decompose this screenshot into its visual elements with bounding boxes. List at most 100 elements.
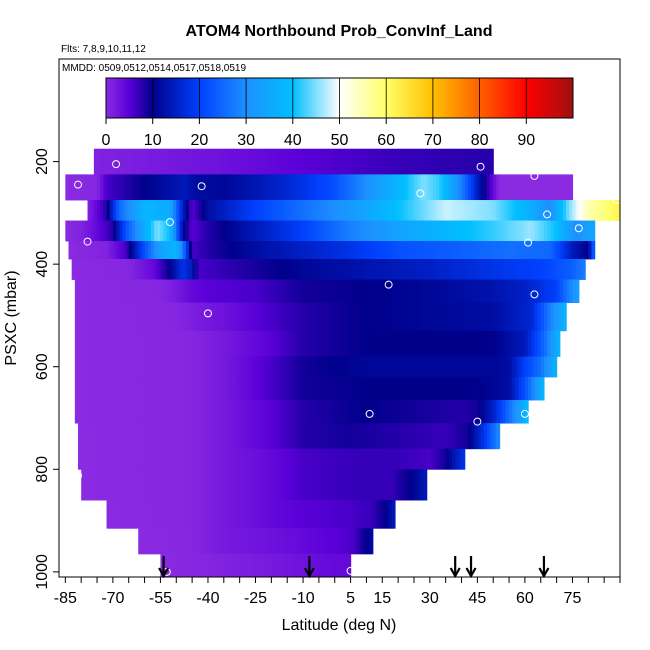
heatmap-cell <box>163 220 168 242</box>
heatmap-cell <box>540 356 545 378</box>
heatmap-cell <box>423 376 428 401</box>
heatmap-cell <box>312 241 317 260</box>
heatmap-cell <box>379 302 383 332</box>
heatmap-cell <box>398 259 402 280</box>
heatmap-cell <box>217 500 222 529</box>
heatmap-cell <box>559 220 564 242</box>
heatmap-cell <box>287 500 291 529</box>
heatmap-cell <box>182 356 187 378</box>
heatmap-cell <box>509 174 513 201</box>
heatmap-cell <box>109 259 114 280</box>
heatmap-cell <box>452 279 456 304</box>
heatmap-cell <box>214 528 219 555</box>
heatmap-cell <box>144 500 149 529</box>
heatmap-cell <box>385 469 390 501</box>
heatmap-cell <box>185 500 190 529</box>
heatmap-cell <box>394 259 399 280</box>
heatmap-cell <box>521 241 526 260</box>
heatmap-cell <box>261 448 266 470</box>
heatmap-cell <box>306 302 310 332</box>
heatmap-cell <box>322 174 326 201</box>
heatmap-cell <box>280 448 285 470</box>
heatmap-cell <box>366 302 371 332</box>
heatmap-cell <box>166 302 171 332</box>
heatmap-cell <box>467 302 472 332</box>
heatmap-cell <box>382 279 387 304</box>
chart-title: ATOM4 Northbound Prob_ConvInf_Land <box>186 23 493 40</box>
heatmap-cell <box>188 469 193 501</box>
heatmap-cell <box>84 302 89 332</box>
heatmap-cell <box>220 220 225 242</box>
heatmap-cell <box>131 400 136 424</box>
heatmap-cell <box>125 376 130 401</box>
heatmap-cell <box>394 423 399 450</box>
heatmap-cell <box>223 500 228 529</box>
heatmap-cell <box>518 356 523 378</box>
heatmap-cell <box>176 528 181 555</box>
heatmap-cell <box>350 279 355 304</box>
heatmap-cell <box>290 200 295 221</box>
heatmap-cell <box>252 500 257 529</box>
heatmap-cell <box>315 400 320 424</box>
heatmap-cell <box>353 259 358 280</box>
heatmap-cell <box>258 448 263 470</box>
heatmap-cell <box>144 148 149 175</box>
heatmap-cell <box>169 241 174 260</box>
heatmap-cell <box>328 220 333 242</box>
heatmap-cell <box>293 356 298 378</box>
heatmap-cell <box>128 220 133 242</box>
heatmap-cell <box>550 220 555 242</box>
heatmap-cell <box>290 174 295 201</box>
heatmap-cell <box>233 448 238 470</box>
heatmap-cell <box>166 330 171 357</box>
heatmap-cell <box>344 200 349 221</box>
heatmap-cell <box>74 220 79 242</box>
heatmap-cell <box>277 259 282 280</box>
heatmap-cell <box>375 330 380 357</box>
heatmap-cell <box>261 400 266 424</box>
heatmap-cell <box>125 279 130 304</box>
heatmap-cell <box>562 241 567 260</box>
heatmap-cell <box>144 200 149 221</box>
heatmap-cell <box>442 241 447 260</box>
heatmap-cell <box>404 174 409 201</box>
heatmap-cell <box>122 423 127 450</box>
heatmap-cell <box>100 448 104 470</box>
heatmap-cell <box>360 174 364 201</box>
heatmap-cell <box>413 259 418 280</box>
heatmap-cell <box>97 174 101 201</box>
heatmap-cell <box>226 400 231 424</box>
heatmap-cell <box>211 200 215 221</box>
heatmap-cell <box>518 302 523 332</box>
heatmap-cell <box>192 356 196 378</box>
heatmap-cell <box>233 200 238 221</box>
heatmap-cell <box>293 400 298 424</box>
heatmap-cell <box>173 469 177 501</box>
heatmap-cell <box>528 279 532 304</box>
heatmap-cell <box>284 220 288 242</box>
heatmap-cell <box>90 200 95 221</box>
heatmap-cell <box>214 500 219 529</box>
heatmap-cell <box>185 448 190 470</box>
heatmap-cell <box>223 302 228 332</box>
heatmap-cell <box>81 302 85 332</box>
heatmap-cell <box>452 356 456 378</box>
heatmap-cell <box>236 356 241 378</box>
heatmap-cell <box>138 330 143 357</box>
heatmap-cell <box>239 241 244 260</box>
heatmap-cell <box>325 302 330 332</box>
heatmap-cell <box>436 174 440 201</box>
y-tick-label: 600 <box>34 353 51 380</box>
heatmap-cell <box>93 423 98 450</box>
heatmap-cell <box>195 174 200 201</box>
heatmap-cell <box>179 423 184 450</box>
heatmap-cell <box>404 376 409 401</box>
heatmap-cell <box>331 400 336 424</box>
heatmap-cell <box>220 400 225 424</box>
heatmap-cell <box>239 302 244 332</box>
heatmap-cell <box>616 200 620 221</box>
heatmap-cell <box>201 279 206 304</box>
heatmap-cell <box>515 279 520 304</box>
heatmap-cell <box>344 528 349 555</box>
heatmap-cell <box>490 279 494 304</box>
